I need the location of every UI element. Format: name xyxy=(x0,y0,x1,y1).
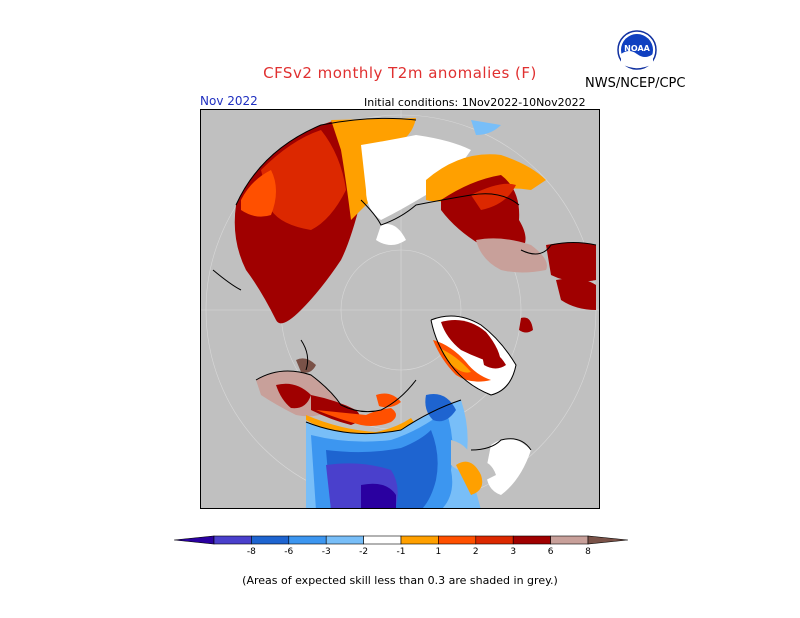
initial-conditions: Initial conditions: 1Nov2022-10Nov2022 xyxy=(364,96,586,109)
map-title: CFSv2 monthly T2m anomalies (F) xyxy=(263,64,537,82)
colorbar-bin xyxy=(438,535,477,545)
colorbar-tick-label: -8 xyxy=(247,547,256,554)
colorbar: -8 -6 -3 -2 -1 1 2 3 6 8 xyxy=(173,532,629,557)
coastlines xyxy=(212,117,597,451)
colorbar-tick-label: -6 xyxy=(284,547,293,554)
colorbar-bin xyxy=(173,535,215,545)
colorbar-bin xyxy=(512,535,551,545)
eurasia-anomalies xyxy=(234,118,596,324)
colorbar-bin xyxy=(363,535,402,545)
colorbar-tick-label: 2 xyxy=(473,547,479,554)
colorbar-bin xyxy=(251,535,290,545)
colorbar-bin xyxy=(550,535,589,545)
colorbar-bin xyxy=(475,535,514,545)
colorbar-bin xyxy=(288,535,327,545)
anomaly-map xyxy=(200,109,600,509)
colorbar-bin xyxy=(587,535,629,545)
noaa-logo: NOAA xyxy=(617,30,657,70)
colorbar-bins xyxy=(173,535,629,545)
colorbar-labels: -8 -6 -3 -2 -1 1 2 3 6 8 xyxy=(247,547,591,557)
colorbar-bin xyxy=(400,535,439,545)
agency-label: NWS/NCEP/CPC xyxy=(585,76,686,91)
north-america-anomalies xyxy=(306,394,531,508)
colorbar-tick-label: 8 xyxy=(585,547,591,554)
colorbar-tick-label: 6 xyxy=(548,547,554,554)
colorbar-tick-label: -3 xyxy=(322,547,331,554)
colorbar-tick-label: -1 xyxy=(397,547,406,554)
colorbar-tick-label: 1 xyxy=(436,547,442,554)
colorbar-tick-label: 3 xyxy=(510,547,516,554)
forecast-period: Nov 2022 xyxy=(200,94,258,108)
colorbar-bin xyxy=(213,535,252,545)
skill-footnote: (Areas of expected skill less than 0.3 a… xyxy=(242,574,558,587)
greenland-anomalies xyxy=(431,316,533,395)
colorbar-tick-label: -2 xyxy=(359,547,368,554)
svg-text:NOAA: NOAA xyxy=(624,44,650,53)
colorbar-bin xyxy=(325,535,364,545)
